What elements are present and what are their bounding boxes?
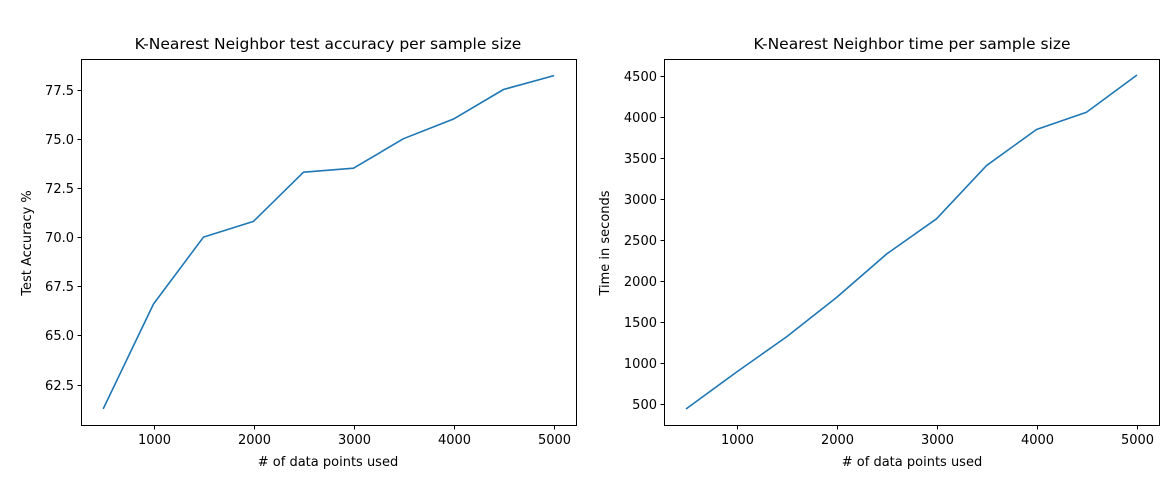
y-tick-label: 72.5 — [45, 182, 74, 197]
accuracy-chart: K-Nearest Neighbor test accuracy per sam… — [20, 35, 577, 470]
y-tick-label: 4000 — [624, 111, 657, 126]
x-tick-label: 2000 — [821, 433, 854, 448]
series-line — [685, 74, 1138, 410]
y-tick-label: 65.0 — [45, 329, 74, 344]
x-axis-label: # of data points used — [842, 455, 982, 470]
time-chart: K-Nearest Neighbor time per sample size … — [598, 35, 1160, 470]
plot-frame — [664, 59, 1160, 426]
y-tick-label: 2500 — [624, 234, 657, 249]
plot-area: 1000 2000 3000 4000 5000 500 1000 1500 2000 2500 3… — [624, 59, 1160, 448]
chart-title: K-Nearest Neighbor test accuracy per sam… — [135, 35, 522, 53]
series-line — [102, 74, 555, 410]
y-tick-label: 77.5 — [45, 84, 74, 99]
plot-area: 1000 2000 3000 4000 5000 62.5 65.0 67.5 70.0 72.5… — [45, 59, 577, 448]
y-axis-label: Test Accuracy % — [20, 190, 35, 297]
y-tick-label: 75.0 — [45, 133, 74, 148]
y-tick-label: 67.5 — [45, 280, 74, 295]
y-tick-label: 3000 — [624, 193, 657, 208]
plot-frame — [81, 59, 577, 426]
x-tick-label: 4000 — [438, 433, 471, 448]
x-tick-label: 3000 — [338, 433, 371, 448]
x-tick-label: 2000 — [238, 433, 271, 448]
x-tick-label: 5000 — [1121, 433, 1154, 448]
y-tick-label: 3500 — [624, 152, 657, 167]
y-tick-label: 2000 — [624, 275, 657, 290]
y-axis-label: Time in seconds — [598, 190, 613, 296]
x-tick-label: 3000 — [921, 433, 954, 448]
y-tick-label: 1000 — [624, 357, 657, 372]
y-tick-label: 70.0 — [45, 231, 74, 246]
x-tick-label: 1000 — [138, 433, 171, 448]
y-tick-label: 1500 — [624, 316, 657, 331]
chart-title: K-Nearest Neighbor time per sample size — [753, 35, 1070, 53]
x-tick-label: 1000 — [721, 433, 754, 448]
y-tick-label: 500 — [632, 398, 657, 413]
y-tick-label: 4500 — [624, 70, 657, 85]
x-tick-label: 4000 — [1021, 433, 1054, 448]
y-tick-label: 62.5 — [45, 379, 74, 394]
x-tick-label: 5000 — [538, 433, 571, 448]
x-axis-label: # of data points used — [258, 455, 398, 470]
